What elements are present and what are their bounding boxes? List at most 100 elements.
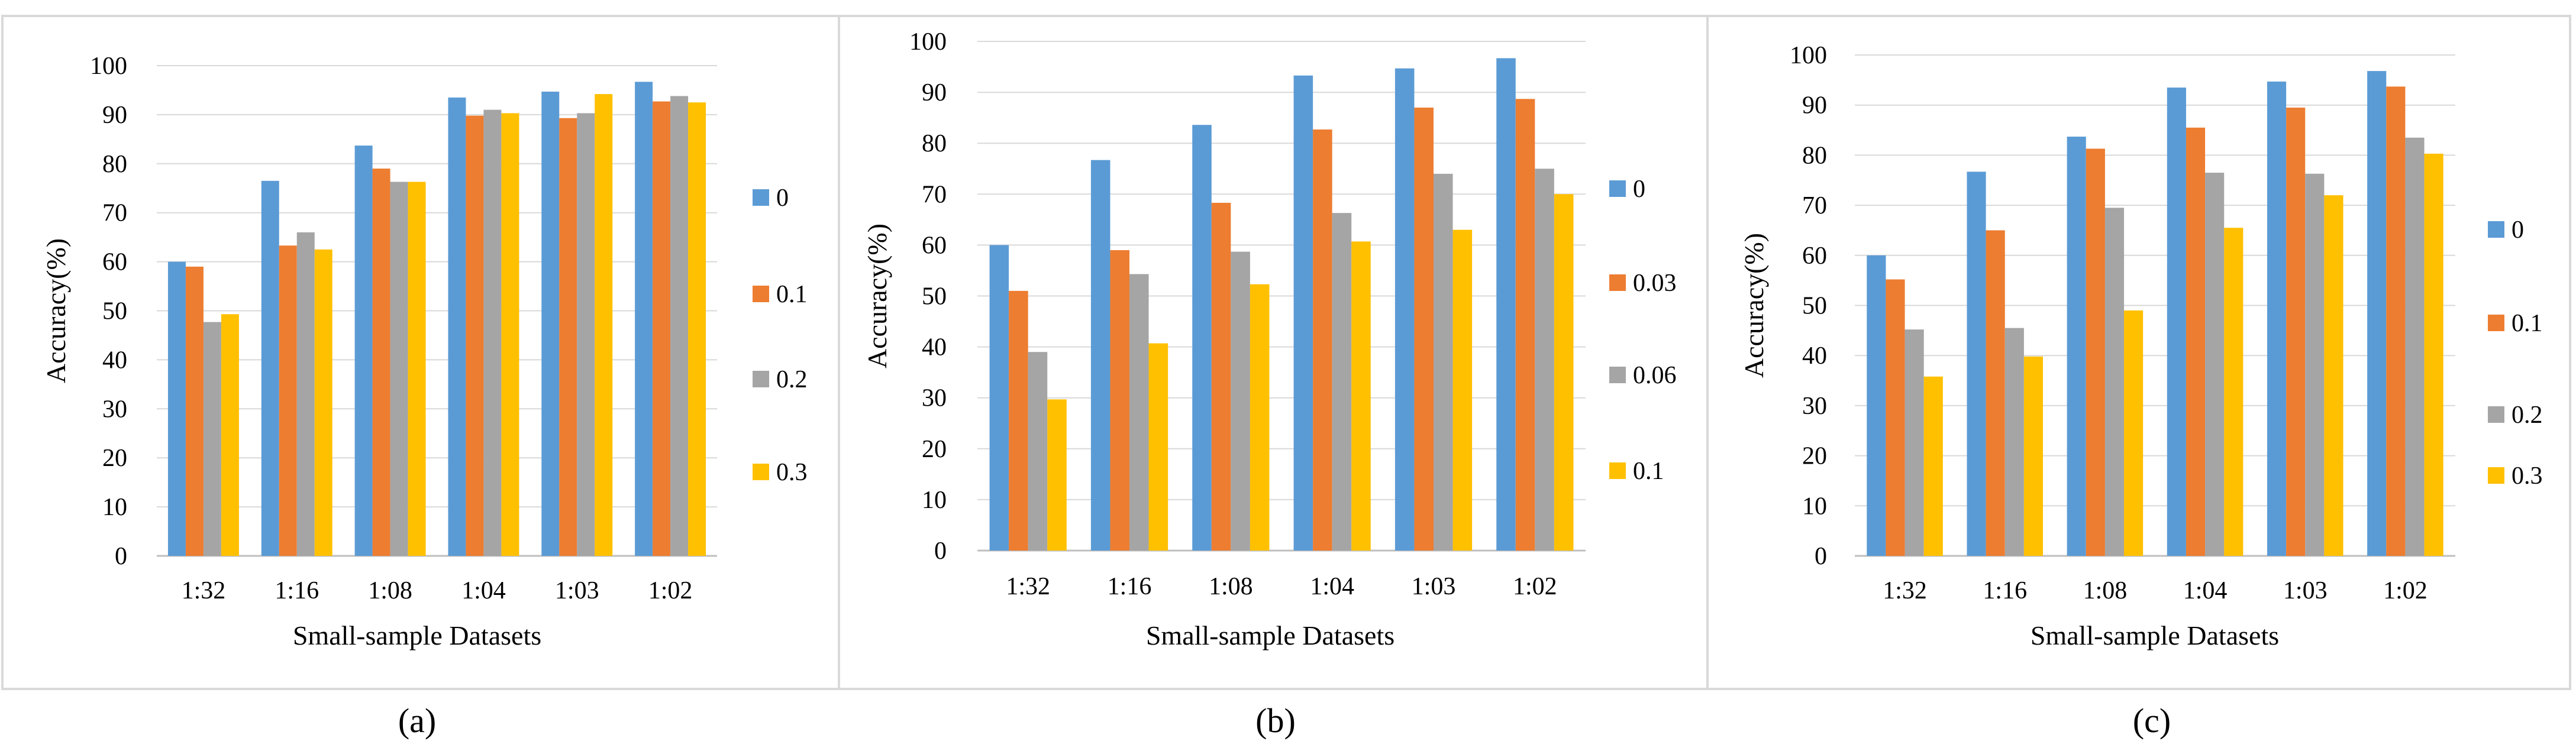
bar	[577, 113, 595, 556]
bar	[1394, 68, 1415, 551]
bar	[2367, 71, 2387, 556]
bar	[203, 322, 221, 556]
x-tick-label: 1:32	[182, 577, 226, 604]
bar	[2124, 310, 2144, 556]
y-tick-label: 40	[922, 334, 947, 361]
x-tick-label: 1:08	[2083, 577, 2128, 604]
legend-swatch	[753, 189, 769, 206]
y-tick-label: 10	[1802, 493, 1827, 520]
bar	[2023, 356, 2044, 556]
legend-label: 0.03	[1633, 270, 1677, 297]
y-tick-label: 50	[102, 298, 127, 325]
bar	[448, 97, 466, 556]
bar	[261, 180, 279, 556]
bar	[1231, 251, 1250, 551]
x-axis-title: Small-sample Datasets	[293, 620, 541, 651]
x-tick-label: 1:32	[1006, 573, 1050, 600]
legend-swatch	[2488, 406, 2504, 423]
x-tick-label: 1:04	[461, 577, 506, 604]
y-tick-label: 20	[102, 445, 127, 472]
legend-swatch	[2488, 315, 2504, 331]
x-tick-label: 1:02	[1513, 573, 1557, 600]
x-tick-label: 1:03	[2283, 577, 2328, 604]
bar	[1332, 213, 1352, 551]
bar	[1351, 241, 1371, 551]
x-tick-label: 1:03	[1412, 573, 1456, 600]
y-tick-label: 90	[922, 79, 947, 106]
legend-swatch	[753, 371, 769, 387]
y-tick-label: 40	[1802, 342, 1827, 370]
legend-label: 0.2	[776, 366, 808, 393]
bar	[2386, 86, 2406, 556]
y-tick-label: 80	[102, 151, 127, 178]
y-tick-label: 90	[1802, 92, 1827, 119]
bar	[1452, 229, 1473, 551]
bar	[2324, 195, 2343, 556]
bar	[2267, 81, 2287, 556]
x-tick-label: 1:08	[1209, 573, 1253, 600]
y-tick-label: 50	[1802, 293, 1827, 320]
bar	[466, 115, 484, 556]
x-tick-label: 1:03	[555, 577, 599, 604]
x-tick-label: 1:04	[1310, 573, 1354, 600]
y-tick-label: 0	[1815, 543, 1827, 570]
legend-label: 0.3	[776, 459, 808, 486]
bar	[1313, 129, 1332, 551]
y-tick-label: 20	[922, 436, 947, 463]
y-tick-label: 20	[1802, 443, 1827, 470]
bar	[1148, 343, 1168, 551]
x-tick-label: 1:08	[368, 577, 412, 604]
y-tick-label: 70	[922, 181, 947, 208]
x-axis-title: Small-sample Datasets	[1146, 620, 1394, 651]
bar	[372, 169, 390, 556]
bar	[1904, 329, 1924, 556]
bar	[390, 182, 408, 556]
bar	[1009, 290, 1028, 551]
bar	[1923, 376, 1943, 556]
bar	[1211, 202, 1231, 551]
bar	[354, 145, 373, 556]
bar	[314, 249, 333, 556]
legend-label: 0.06	[1633, 362, 1677, 389]
legend-swatch	[1609, 274, 1626, 291]
x-axis-title: Small-sample Datasets	[2031, 620, 2279, 651]
bar	[559, 118, 577, 556]
bar	[2286, 107, 2306, 556]
y-tick-label: 90	[102, 102, 127, 129]
legend-label: 0.1	[2512, 310, 2543, 337]
bar	[635, 82, 653, 556]
bar	[989, 245, 1009, 551]
y-tick-label: 70	[102, 200, 127, 227]
bar	[1554, 194, 1574, 551]
bar	[167, 261, 186, 556]
legend-swatch	[2488, 467, 2504, 484]
y-tick-label: 40	[102, 347, 127, 374]
bar	[1867, 255, 1886, 556]
y-tick-label: 80	[922, 130, 947, 157]
bar	[1515, 99, 1535, 551]
y-tick-label: 0	[934, 538, 947, 565]
chart-panel-2: 0 10 20 30 40 50 60 70 80 90 100 1:32 1:16 1:08 1:04 1:…	[862, 28, 1677, 740]
y-tick-label: 60	[922, 232, 947, 259]
legend-swatch	[2488, 221, 2504, 238]
legend-swatch	[753, 286, 769, 302]
bar	[2186, 127, 2206, 556]
legend-swatch	[1609, 367, 1626, 383]
panel-label: (b)	[1255, 701, 1296, 740]
x-tick-label: 1:04	[2183, 577, 2228, 604]
bar	[2067, 137, 2086, 556]
bar	[2224, 228, 2243, 556]
bar	[2205, 173, 2225, 556]
bar	[2405, 137, 2425, 556]
bar	[1293, 75, 1313, 551]
y-tick-label: 80	[1802, 142, 1827, 169]
bar	[2104, 208, 2125, 556]
chart-panel-3: 0 10 20 30 40 50 60 70 80 90 100 1:32 1:16 1:08 1:04 1:…	[1739, 42, 2543, 740]
x-tick-label: 1:02	[2383, 577, 2427, 604]
bar	[1192, 125, 1212, 551]
y-axis-title: Accuracy(%)	[41, 238, 71, 383]
legend-label: 0	[776, 185, 789, 212]
